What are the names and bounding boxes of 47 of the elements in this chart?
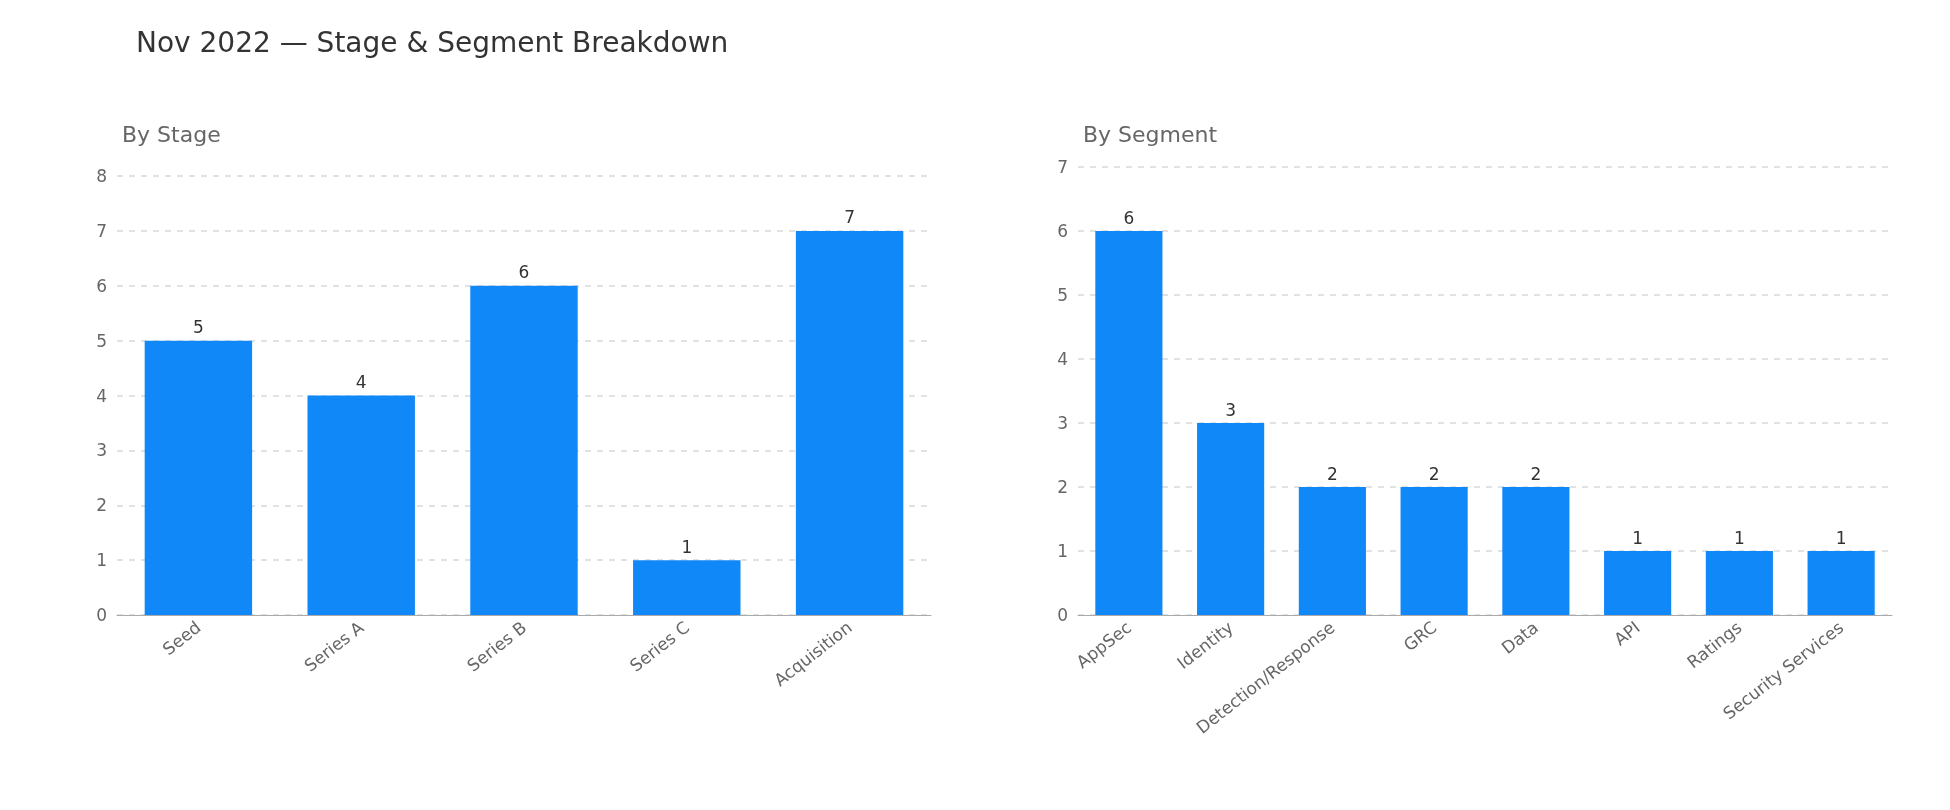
bar <box>470 285 578 615</box>
y-tick-label: 0 <box>1057 605 1068 625</box>
bar <box>1502 487 1570 615</box>
data-label: 2 <box>1326 463 1338 484</box>
y-tick-label: 4 <box>96 385 107 406</box>
y-tick-label: 6 <box>96 275 107 296</box>
x-tick-label: API <box>1610 617 1644 650</box>
bar <box>633 560 741 615</box>
data-label: 6 <box>1123 207 1135 228</box>
data-label: 1 <box>681 536 693 557</box>
y-tick-label: 0 <box>96 605 107 625</box>
bar <box>1807 551 1875 615</box>
data-label: 1 <box>1733 527 1745 548</box>
bar <box>1095 231 1163 615</box>
data-label: 6 <box>518 262 530 283</box>
y-tick-label: 5 <box>1057 285 1068 305</box>
y-tick-label: 4 <box>1057 349 1068 369</box>
data-label: 3 <box>1225 399 1237 420</box>
y-tick-label: 3 <box>96 440 107 461</box>
bar <box>1705 551 1773 615</box>
bar <box>1298 487 1366 615</box>
y-tick-label: 2 <box>96 495 107 516</box>
y-tick-label: 2 <box>1057 477 1068 497</box>
bar <box>1197 423 1265 615</box>
data-label: 5 <box>192 317 204 338</box>
bar <box>1400 487 1468 615</box>
bar <box>1604 551 1672 615</box>
data-label: 1 <box>1835 527 1847 548</box>
chart-subtitle: By Stage <box>122 121 221 147</box>
y-tick-label: 1 <box>1057 541 1068 561</box>
y-tick-label: 6 <box>1057 221 1068 241</box>
data-label: 7 <box>844 207 856 228</box>
chart-subtitle: By Segment <box>1083 121 1218 147</box>
y-tick-label: 7 <box>1057 157 1068 177</box>
y-tick-label: 7 <box>96 220 107 241</box>
data-label: 2 <box>1428 463 1440 484</box>
y-tick-label: 5 <box>96 330 107 351</box>
bar <box>795 230 904 615</box>
bar <box>144 340 253 615</box>
bar <box>307 395 415 615</box>
data-label: 4 <box>355 372 367 392</box>
chart-title: Nov 2022 — Stage & Segment Breakdown <box>136 26 729 59</box>
y-tick-label: 1 <box>96 550 107 571</box>
data-label: 2 <box>1530 463 1542 484</box>
data-label: 1 <box>1632 527 1644 548</box>
y-tick-label: 8 <box>96 166 107 186</box>
y-tick-label: 3 <box>1057 413 1068 433</box>
